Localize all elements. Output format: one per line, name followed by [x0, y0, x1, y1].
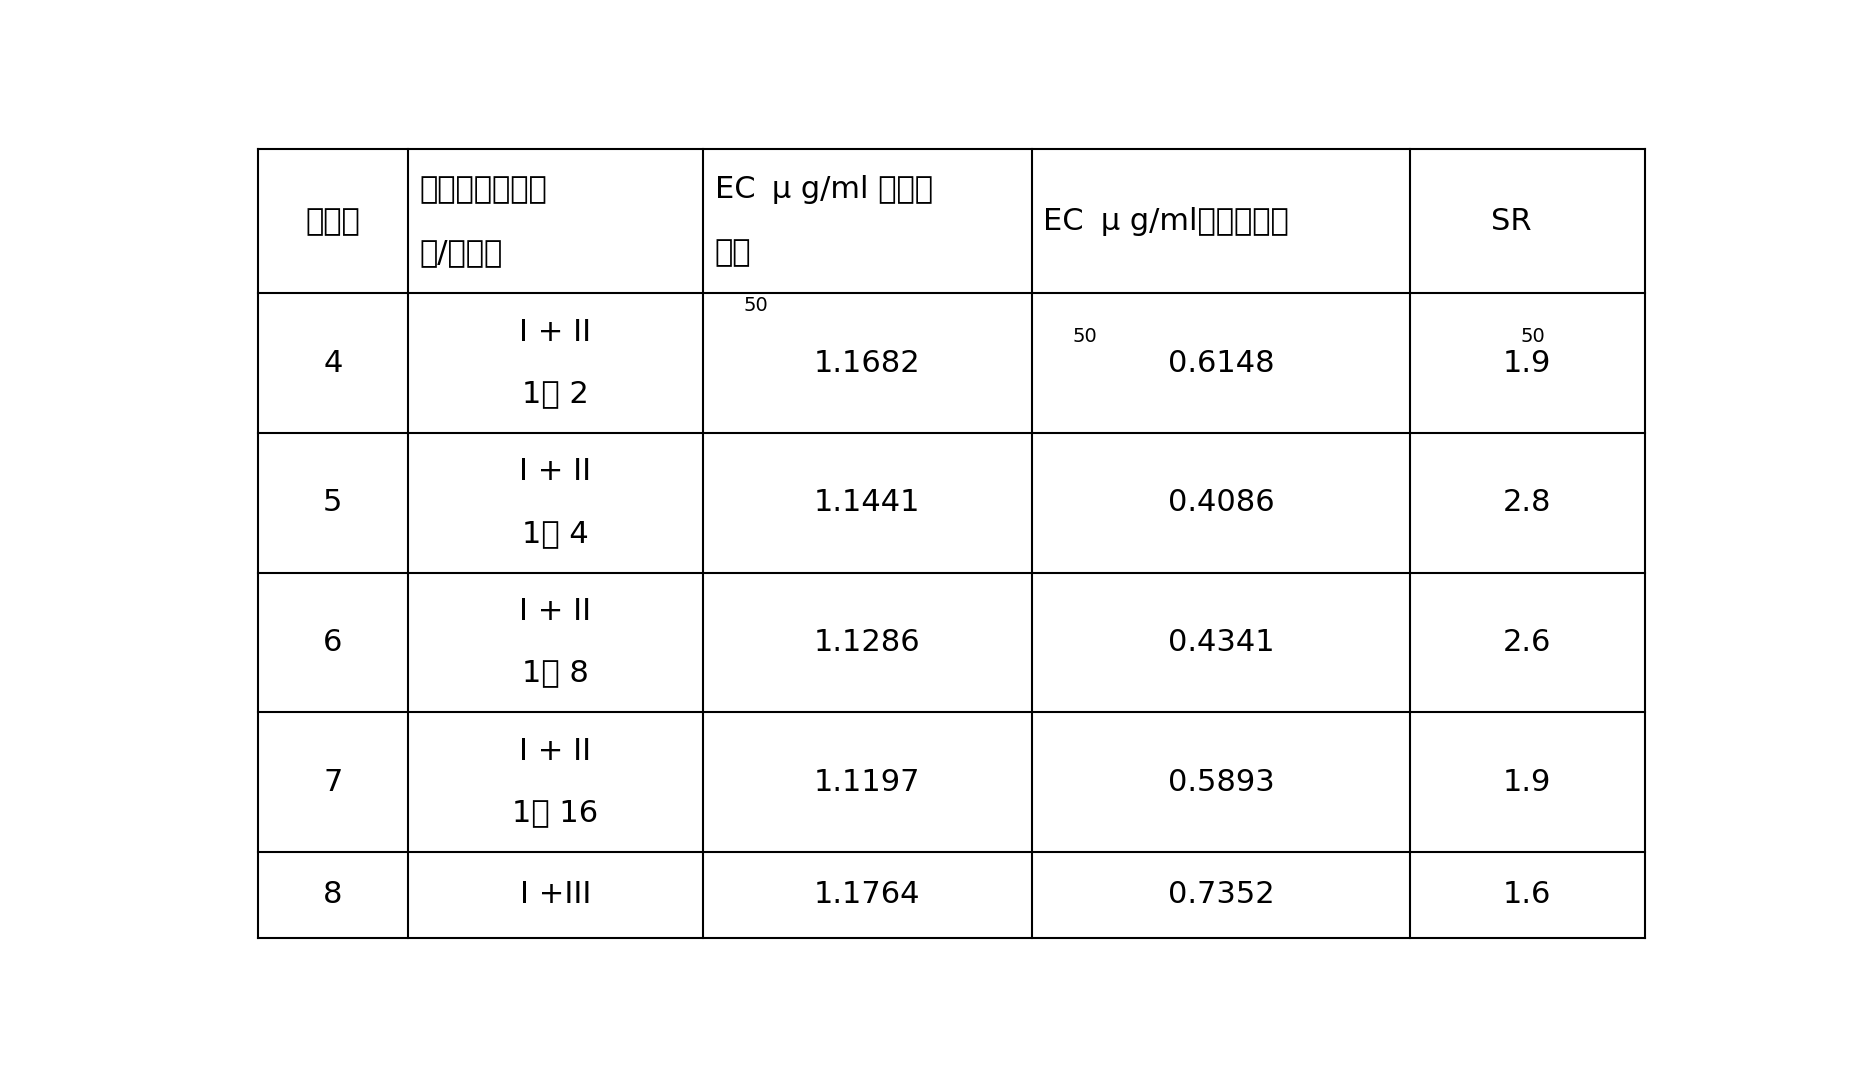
Text: SR: SR — [1491, 207, 1530, 236]
Text: 0.6148: 0.6148 — [1167, 348, 1274, 377]
Text: 实施例: 实施例 — [306, 207, 360, 236]
Text: 50: 50 — [1072, 327, 1096, 346]
Text: EC: EC — [1043, 207, 1083, 236]
Text: I + II: I + II — [519, 317, 592, 347]
Text: 1.9: 1.9 — [1503, 768, 1551, 796]
Text: 4: 4 — [323, 348, 343, 377]
Text: μ g/ml（观察值）: μ g/ml（观察值） — [1091, 207, 1287, 236]
Text: 0.5893: 0.5893 — [1167, 768, 1274, 796]
Text: I +III: I +III — [519, 880, 590, 909]
Text: 0.7352: 0.7352 — [1167, 880, 1274, 909]
Text: 7: 7 — [323, 768, 343, 796]
Text: 1.1441: 1.1441 — [814, 488, 920, 517]
Text: 50: 50 — [1519, 327, 1543, 346]
Text: 0.4341: 0.4341 — [1167, 628, 1274, 657]
Text: EC: EC — [714, 175, 755, 204]
Text: 1.1682: 1.1682 — [814, 348, 920, 377]
Text: I + II: I + II — [519, 458, 592, 487]
Text: 50: 50 — [744, 296, 768, 315]
Text: μ g/ml （理论: μ g/ml （理论 — [762, 175, 933, 204]
Text: 1.1197: 1.1197 — [814, 768, 920, 796]
Text: 5: 5 — [323, 488, 343, 517]
Text: I + II: I + II — [519, 597, 592, 626]
Text: 1： 16: 1： 16 — [512, 799, 597, 828]
Text: 值）: 值） — [714, 238, 751, 267]
Text: 1.1286: 1.1286 — [814, 628, 920, 657]
Text: 1.1764: 1.1764 — [814, 880, 920, 909]
Text: 2.6: 2.6 — [1503, 628, 1551, 657]
Text: 1.9: 1.9 — [1503, 348, 1551, 377]
Text: I + II: I + II — [519, 736, 592, 765]
Text: 0.4086: 0.4086 — [1167, 488, 1274, 517]
Text: 8: 8 — [323, 880, 343, 909]
Text: 2.8: 2.8 — [1503, 488, 1551, 517]
Text: 物/混合比: 物/混合比 — [419, 238, 503, 267]
Text: 1.6: 1.6 — [1503, 880, 1551, 909]
Text: 1： 8: 1： 8 — [521, 658, 588, 687]
Text: 1： 4: 1： 4 — [521, 519, 588, 548]
Text: 活性化合物混合: 活性化合物混合 — [419, 175, 547, 204]
Text: 1： 2: 1： 2 — [521, 379, 588, 408]
Text: 6: 6 — [323, 628, 343, 657]
